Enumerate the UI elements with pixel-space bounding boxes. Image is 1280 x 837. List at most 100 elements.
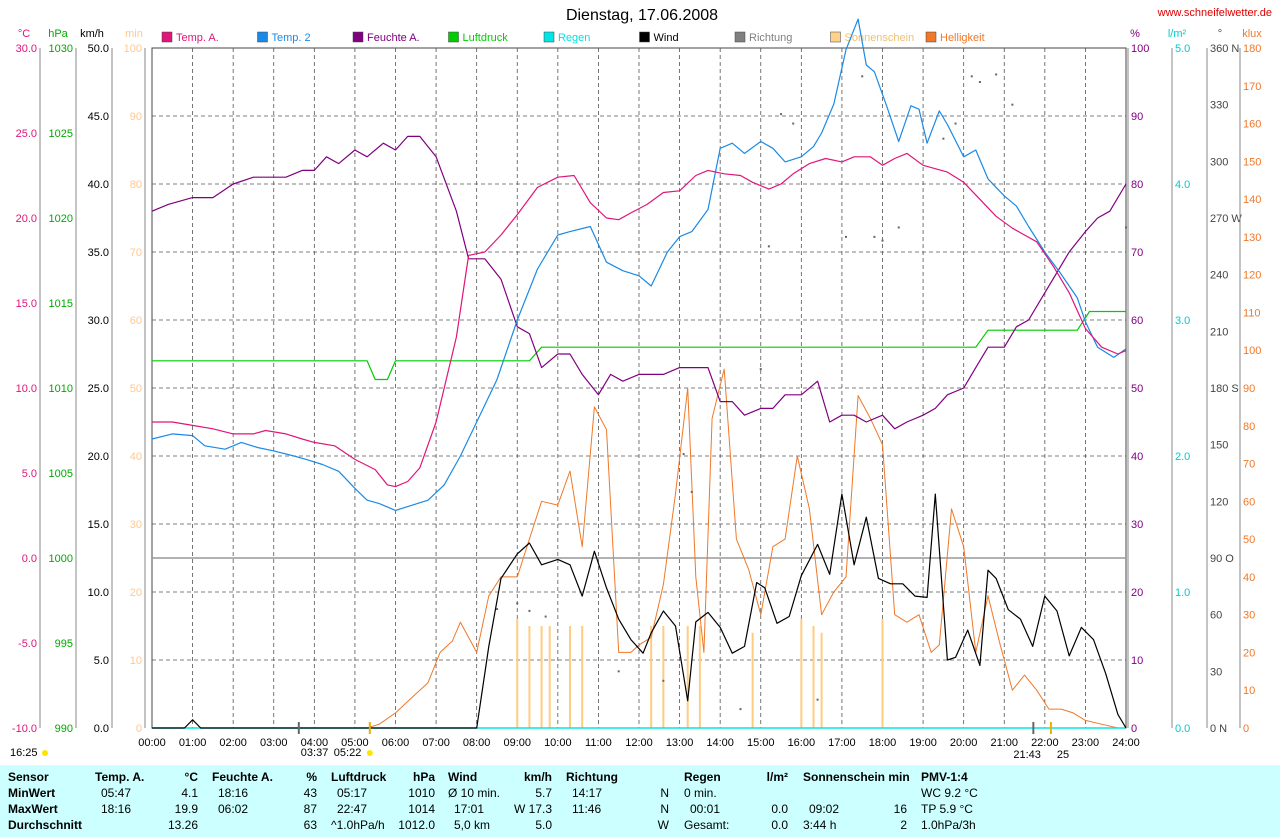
stats-sensor-column: Sensor MinWert MaxWert Durchschnitt [8, 769, 88, 833]
stats-wind-avg: 5.0 [535, 818, 552, 832]
x-tick-label: 19:00 [909, 737, 937, 749]
x-tick-label: 06:00 [382, 737, 410, 749]
stats-humidity-head: Feuchte A. [212, 770, 273, 784]
stats-humidity-unit: % [306, 770, 317, 784]
axis-tick-label: -10.0 [12, 723, 37, 735]
axis-tick-label: 110 [1243, 307, 1261, 319]
direction-point [897, 226, 900, 229]
axis-tick-label: 180 [1243, 43, 1261, 55]
axis-tick-label: 180 S [1210, 383, 1239, 395]
legend-swatch [257, 31, 268, 43]
direction-point [682, 453, 685, 456]
axis-tick-label: 60 [1131, 315, 1143, 327]
stats-direction-max-time: 11:46 [572, 802, 602, 816]
legend-label: Regen [558, 32, 590, 44]
axis-tick-label: 10 [1243, 685, 1255, 697]
stats-wind-min: 5.7 [535, 786, 552, 800]
direction-point [1011, 103, 1014, 106]
direction-point [873, 235, 876, 238]
x-tick-label: 12:00 [625, 737, 653, 749]
stats-wind-column: Wind km/h Ø 10 min. 5.7 17:01 W 17.3 5,0 km… [448, 769, 552, 833]
axis-tick-label: 15.0 [88, 519, 109, 531]
axis-tick-label: 60 [1243, 496, 1255, 508]
stats-temp-head: Temp. A. [95, 770, 145, 784]
stats-pmv-wc: WC 9.2 °C [921, 786, 978, 800]
direction-point [844, 235, 847, 238]
x-tick-label: 15:00 [747, 737, 775, 749]
axis-tick-label: 30.0 [88, 315, 109, 327]
legend-swatch [543, 31, 555, 43]
stats-humidity-min-time: 18:16 [218, 786, 249, 800]
axis-tick-label: 0.0 [1175, 723, 1190, 735]
axis-tick-label: 300 [1210, 156, 1228, 168]
stats-pressure-head: Luftdruck [331, 770, 387, 784]
legend-label: Temp. 2 [272, 32, 311, 44]
direction-point [995, 73, 998, 76]
axis-tick-label: 240 [1210, 270, 1228, 282]
stats-pressure-column: Luftdruck hPa 05:17 1010 22:47 1014 ^1.0hPa… [331, 769, 435, 833]
axis-tick-label: 40.0 [88, 179, 109, 191]
direction-point [759, 368, 762, 371]
stats-wind-unit: km/h [523, 770, 552, 784]
axis-tick-label: 30.0 [16, 43, 37, 55]
stats-temp-min: 4.1 [181, 786, 198, 800]
sunset-label: 21:43 [1013, 749, 1041, 761]
axis-tick-label: 5.0 [22, 468, 37, 480]
axis-tick-label: 50 [130, 383, 142, 395]
axis-tick-label: 90 [130, 111, 142, 123]
axis-tick-label: 30 [130, 519, 142, 531]
stats-temp-unit: °C [184, 770, 198, 784]
axis-tick-label: 0 [136, 723, 142, 735]
stats-temp-max: 19.9 [174, 802, 198, 816]
stats-humidity-max-time: 06:02 [218, 802, 249, 816]
axis-tick-label: 170 [1243, 81, 1261, 93]
axis-tick-label: 20.0 [88, 451, 109, 463]
axis-tick-label: 90 [1243, 383, 1255, 395]
x-tick-label: 18:00 [869, 737, 897, 749]
axis-tick-label: 1005 [49, 468, 73, 480]
x-tick-label: 16:00 [788, 737, 816, 749]
axis-tick-label: 120 [1243, 270, 1261, 282]
axis-tick-label: 1020 [49, 213, 73, 225]
stats-pressure-avg-time: ^1.0hPa/h [331, 818, 385, 832]
axis-tick-label: 10.0 [16, 383, 37, 395]
legend-label: Luftdruck [463, 32, 509, 44]
stats-wind-max: W 17.3 [513, 802, 552, 816]
moonrise-label: 03:37 [301, 747, 329, 759]
axis-tick-label: 25.0 [88, 383, 109, 395]
axis-tick-label: 100 [1243, 345, 1261, 357]
stats-pmv-tp: TP 5.9 °C [921, 802, 973, 816]
series-wind-line [152, 493, 1127, 729]
direction-point [792, 122, 795, 125]
stats-pressure-min-time: 05:17 [337, 786, 368, 800]
axis-tick-label: 1030 [49, 43, 73, 55]
stats-rain-unit: l/m² [766, 770, 788, 784]
site-link[interactable]: www.schneifelwetter.de [1157, 7, 1272, 19]
x-tick-label: 24:00 [1112, 737, 1140, 749]
axis-tick-label: 140 [1243, 194, 1261, 206]
axis-tick-label: 40 [1243, 572, 1255, 584]
axis-tick-label: 40 [130, 451, 142, 463]
x-tick-label: 10:00 [544, 737, 572, 749]
legend-item: Temp. 2 [257, 31, 311, 44]
current-time-sun-icon [42, 750, 48, 756]
legend-label: Richtung [749, 32, 792, 44]
stats-pmv-head: PMV-1:4 [921, 770, 968, 784]
stats-humidity-column: Feuchte A.% 18:16 43 06:02 87 63 [212, 769, 317, 833]
stats-rain-max: 0.0 [771, 802, 788, 816]
axis-tick-label: 120 [1210, 496, 1228, 508]
axis-unit-label: °C [18, 28, 30, 40]
legend-swatch [352, 31, 364, 43]
axis-tick-label: 10 [1131, 655, 1143, 667]
stats-temp-max-time: 18:16 [101, 802, 132, 816]
axis-tick-label: 3.0 [1175, 315, 1190, 327]
axis-tick-label: 360 N [1210, 43, 1239, 55]
axis-tick-label: 1025 [49, 128, 73, 140]
sunrise-label: 05:22 [334, 747, 362, 759]
x-tick-label: 08:00 [463, 737, 491, 749]
stats-sun-max: 16 [893, 802, 907, 816]
axis-tick-label: 90 O [1210, 553, 1234, 565]
stats-direction-head: Richtung [566, 770, 618, 784]
x-tick-label: 14:00 [706, 737, 734, 749]
legend-item: Helligkeit [925, 31, 985, 44]
